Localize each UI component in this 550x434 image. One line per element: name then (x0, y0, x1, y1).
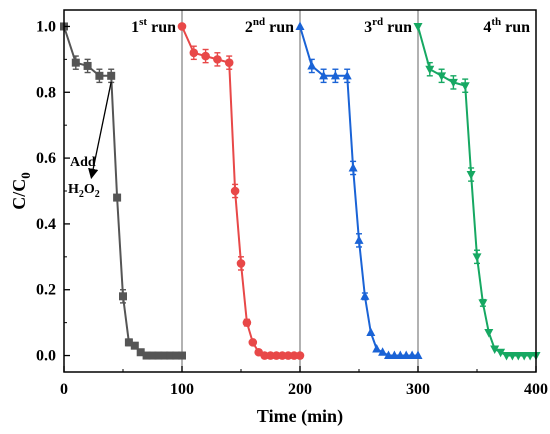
data-point (490, 345, 500, 354)
data-point (466, 171, 476, 180)
data-point (384, 350, 393, 360)
data-point (154, 351, 163, 360)
data-point (372, 343, 382, 353)
y-tick-label: 0.0 (36, 348, 56, 365)
data-point (113, 193, 122, 202)
data-point (260, 351, 269, 360)
data-point (348, 162, 358, 172)
series-2 (177, 22, 305, 360)
data-point (413, 22, 423, 32)
data-point (230, 186, 240, 196)
y-tick-label: 1.0 (36, 18, 56, 35)
data-point (83, 61, 92, 70)
data-point (148, 351, 157, 360)
data-point (460, 82, 470, 91)
data-point (172, 351, 181, 360)
data-point (478, 299, 488, 308)
data-point (119, 292, 127, 301)
data-point (472, 253, 482, 262)
data-point (160, 351, 169, 360)
data-point (71, 58, 80, 67)
data-point (248, 338, 258, 347)
plot-area (60, 10, 541, 372)
data-point (295, 351, 305, 360)
data-point (378, 347, 388, 356)
data-point (136, 348, 145, 357)
series-line (181, 26, 300, 357)
run-label-2: 2nd run (245, 16, 294, 36)
data-point (319, 70, 329, 80)
data-point (395, 350, 405, 360)
annotation-arrow (88, 81, 112, 180)
data-point (178, 351, 186, 360)
data-point (330, 70, 340, 80)
data-point (124, 338, 133, 347)
data-point (201, 51, 210, 61)
data-point (272, 351, 281, 360)
data-point (213, 55, 222, 64)
data-point (507, 352, 517, 361)
data-point (107, 71, 116, 80)
y-tick-label: 0.4 (36, 216, 56, 233)
data-point (142, 351, 151, 360)
y-tick-label: 0.2 (36, 282, 56, 299)
series-line (299, 26, 418, 357)
data-point (177, 22, 187, 31)
series-4 (413, 22, 541, 361)
run-label-3: 3rd run (364, 16, 412, 36)
data-point (266, 351, 275, 360)
y-tick-label: 0.6 (36, 150, 56, 167)
data-point (513, 352, 523, 361)
data-point (496, 348, 506, 358)
data-point (95, 71, 104, 80)
data-point (354, 235, 364, 244)
series-3 (295, 21, 423, 360)
run-label-4: 4th run (483, 16, 530, 36)
data-point (242, 318, 252, 327)
run-label-1: 1st run (131, 16, 176, 36)
data-point (519, 352, 529, 361)
data-point (413, 350, 423, 360)
series-line (417, 26, 536, 357)
x-tick-label: 300 (406, 381, 430, 398)
data-point (401, 350, 411, 360)
data-point (342, 70, 352, 80)
data-point (525, 352, 535, 361)
data-point (295, 21, 305, 30)
annotation-line-1: Add (70, 155, 96, 170)
data-point (283, 351, 293, 360)
x-tick-label: 200 (288, 381, 312, 398)
data-point (236, 259, 246, 268)
data-point (502, 352, 511, 361)
data-point (289, 351, 299, 360)
series-1 (60, 22, 186, 360)
x-tick-label: 0 (60, 381, 68, 398)
y-tick-label: 0.8 (36, 84, 56, 101)
y-axis-title: C/C0 (9, 172, 33, 210)
data-point (425, 65, 435, 75)
annotation-line-2: H2O2 (68, 182, 100, 200)
data-point (224, 58, 234, 67)
data-point (278, 351, 287, 360)
x-tick-label: 400 (524, 381, 548, 398)
data-point (407, 350, 417, 360)
data-point (484, 329, 494, 338)
x-axis-title: Time (min) (257, 406, 343, 427)
axes: 0 100 200 300 400 0.0 0.2 0.4 0.6 0.8 1.0 Time (min… (9, 18, 548, 427)
data-point (389, 350, 399, 360)
data-point (360, 291, 370, 300)
annotations: 1st run 2nd run 3rd run 4th run Add H2O2 (68, 16, 530, 200)
data-point (448, 78, 458, 88)
data-point (366, 327, 376, 337)
data-point (166, 351, 175, 360)
x-tick-label: 100 (170, 381, 194, 398)
data-point (307, 60, 317, 70)
data-point (189, 48, 199, 58)
data-point (437, 72, 447, 81)
data-point (130, 341, 139, 350)
